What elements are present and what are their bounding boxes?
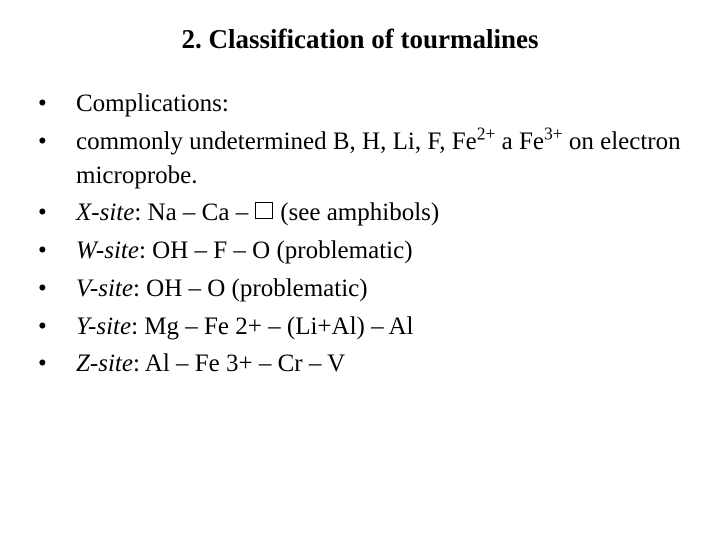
list-item: • Y-site: Mg – Fe 2+ – (Li+Al) – Al [30, 310, 690, 344]
list-item: • X-site: Na – Ca – (see amphibols) [30, 196, 690, 230]
bullet-text: Y-site: Mg – Fe 2+ – (Li+Al) – Al [76, 310, 690, 344]
bullet-text: commonly undetermined B, H, Li, F, Fe2+ … [76, 125, 690, 193]
bullet-icon: • [30, 87, 76, 121]
list-item: • Complications: [30, 87, 690, 121]
bullet-icon: • [30, 347, 76, 381]
bullet-icon: • [30, 310, 76, 344]
bullet-list: • Complications: • commonly undetermined… [30, 87, 690, 381]
bullet-icon: • [30, 234, 76, 268]
slide: 2. Classification of tourmalines • Compl… [0, 0, 720, 540]
bullet-text: V-site: OH – O (problematic) [76, 272, 690, 306]
list-item: • commonly undetermined B, H, Li, F, Fe2… [30, 125, 690, 193]
bullet-text: W-site: OH – F – O (problematic) [76, 234, 690, 268]
bullet-text: Z-site: Al – Fe 3+ – Cr – V [76, 347, 690, 381]
bullet-icon: • [30, 125, 76, 159]
list-item: • V-site: OH – O (problematic) [30, 272, 690, 306]
slide-title: 2. Classification of tourmalines [30, 24, 690, 55]
bullet-text: Complications: [76, 87, 690, 121]
bullet-text: X-site: Na – Ca – (see amphibols) [76, 196, 690, 230]
bullet-icon: • [30, 272, 76, 306]
bullet-icon: • [30, 196, 76, 230]
list-item: • W-site: OH – F – O (problematic) [30, 234, 690, 268]
list-item: • Z-site: Al – Fe 3+ – Cr – V [30, 347, 690, 381]
